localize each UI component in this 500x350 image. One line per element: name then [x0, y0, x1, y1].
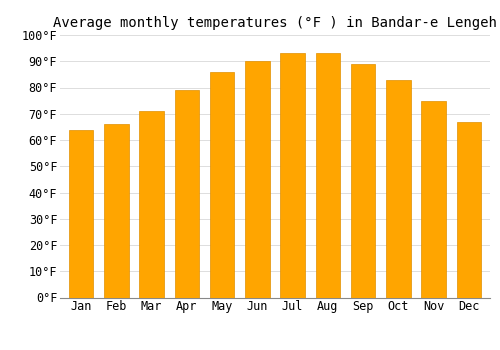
Bar [104, 124, 128, 298]
Bar [351, 64, 376, 298]
Bar [140, 111, 164, 298]
Bar [456, 122, 481, 298]
Title: Average monthly temperatures (°F ) in Bandar-e Lengeh: Average monthly temperatures (°F ) in Ba… [53, 16, 497, 30]
Bar [280, 53, 305, 298]
Bar [174, 90, 199, 298]
Bar [386, 80, 410, 298]
Bar [422, 101, 446, 298]
Bar [69, 130, 94, 298]
Bar [316, 53, 340, 298]
Bar [245, 61, 270, 298]
Bar [210, 72, 234, 298]
